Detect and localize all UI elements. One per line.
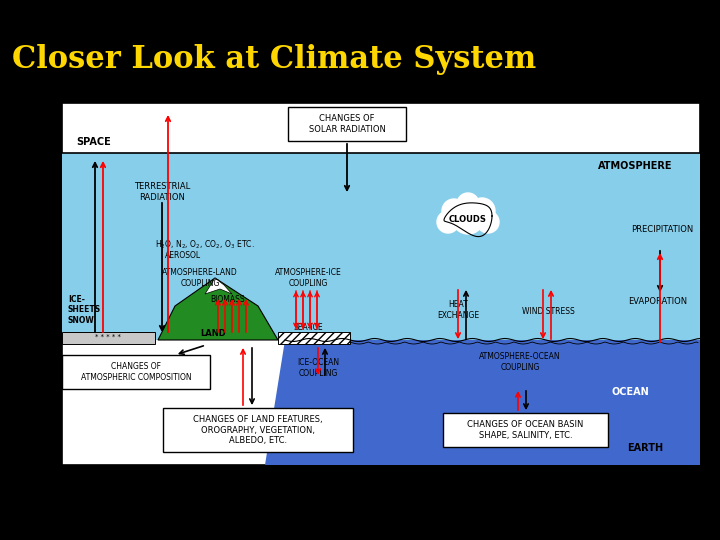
Text: SEA-ICE: SEA-ICE <box>293 323 323 333</box>
Text: CHANGES OF
SOLAR RADIATION: CHANGES OF SOLAR RADIATION <box>309 114 385 134</box>
Text: H$_2$O, N$_2$, O$_2$, CO$_2$, O$_3$ ETC.: H$_2$O, N$_2$, O$_2$, CO$_2$, O$_3$ ETC. <box>155 239 255 251</box>
Polygon shape <box>205 278 232 294</box>
Circle shape <box>457 193 479 215</box>
Bar <box>443 413 608 447</box>
Text: EARTH: EARTH <box>627 443 663 453</box>
Text: ICE-
SHEETS
SNOW: ICE- SHEETS SNOW <box>68 295 101 325</box>
Text: CHANGES OF
ATMOSPHERIC COMPOSITION: CHANGES OF ATMOSPHERIC COMPOSITION <box>81 362 192 382</box>
Text: OCEAN: OCEAN <box>612 387 649 397</box>
Text: ATMOSPHERE-OCEAN
COUPLING: ATMOSPHERE-OCEAN COUPLING <box>480 352 561 372</box>
Bar <box>62 103 700 465</box>
Bar <box>288 107 406 141</box>
Text: CHANGES OF LAND FEATURES,
OROGRAPHY, VEGETATION,
ALBEDO, ETC.: CHANGES OF LAND FEATURES, OROGRAPHY, VEG… <box>193 415 323 445</box>
Text: Schematic illustration of the components of the climate system.  The black arrow: Schematic illustration of the components… <box>68 472 559 502</box>
Bar <box>62 153 700 340</box>
Text: SPACE: SPACE <box>76 137 111 147</box>
Bar <box>62 355 210 389</box>
Circle shape <box>469 198 495 224</box>
Text: LAND: LAND <box>200 329 226 339</box>
Circle shape <box>437 211 459 233</box>
Text: PRECIPITATION: PRECIPITATION <box>631 226 693 234</box>
Text: EVAPORATION: EVAPORATION <box>629 298 688 307</box>
Text: * * * * *: * * * * * <box>95 334 121 340</box>
Text: Closer Look at Climate System: Closer Look at Climate System <box>12 44 536 75</box>
Text: AEROSOL: AEROSOL <box>165 252 201 260</box>
Text: CHANGES OF OCEAN BASIN
SHAPE, SALINITY, ETC.: CHANGES OF OCEAN BASIN SHAPE, SALINITY, … <box>467 420 584 440</box>
Text: ATMOSPHERE-LAND
COUPLING: ATMOSPHERE-LAND COUPLING <box>162 268 238 288</box>
Bar <box>278 332 350 344</box>
Text: HEAT
EXCHANGE: HEAT EXCHANGE <box>437 300 479 320</box>
Circle shape <box>452 202 484 234</box>
Text: ATMOSPHERE-ICE
COUPLING: ATMOSPHERE-ICE COUPLING <box>274 268 341 288</box>
Text: BIOMASS: BIOMASS <box>211 295 246 305</box>
Text: WIND STRESS: WIND STRESS <box>521 307 575 316</box>
Polygon shape <box>265 340 700 465</box>
Text: TERRESTRIAL
RADIATION: TERRESTRIAL RADIATION <box>134 183 190 202</box>
Text: ATMOSPHERE: ATMOSPHERE <box>598 161 672 171</box>
Bar <box>62 332 155 344</box>
Circle shape <box>477 211 499 233</box>
Text: CLOUDS: CLOUDS <box>449 215 487 225</box>
Bar <box>163 408 353 452</box>
Circle shape <box>442 199 466 223</box>
Text: ICE-OCEAN
COUPLING: ICE-OCEAN COUPLING <box>297 359 339 377</box>
Polygon shape <box>158 278 278 340</box>
